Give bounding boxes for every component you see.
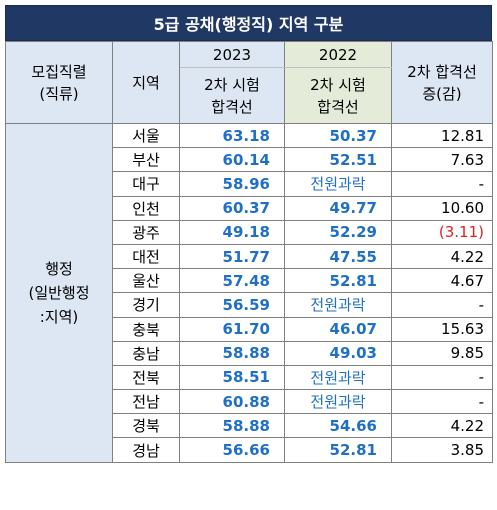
region-cell: 충북: [112, 316, 180, 342]
header-2022-sub: 2차 시험 합격선: [284, 67, 392, 124]
region-cell: 대구: [112, 171, 180, 197]
header-job-line1: 모집직렬: [31, 62, 87, 81]
score-2022: 49.77: [284, 195, 392, 221]
header-diff-line1: 2차 합격선: [407, 62, 477, 81]
score-2023: 56.66: [179, 437, 285, 463]
region-cell: 경남: [112, 437, 180, 463]
category-line2: (일반행정: [28, 283, 90, 302]
score-2023: 51.77: [179, 243, 285, 270]
score-diff: 9.85: [391, 340, 493, 366]
region-cell: 울산: [112, 268, 180, 294]
score-2022: 46.07: [284, 316, 392, 342]
score-2023: 57.48: [179, 268, 285, 294]
score-2023: 58.51: [179, 364, 285, 391]
region-cell: 대전: [112, 243, 180, 270]
score-diff: -: [391, 171, 493, 197]
score-2022: 49.03: [284, 340, 392, 366]
header-diff-line2: 증(감): [422, 84, 462, 103]
region-cell: 전남: [112, 389, 180, 415]
score-2022: 52.29: [284, 219, 392, 245]
score-2023: 60.88: [179, 389, 285, 415]
header-2023-sub-line1: 2차 시험: [204, 75, 260, 94]
category-cell: 행정 (일반행정 :지역): [5, 123, 113, 463]
score-diff: 15.63: [391, 316, 493, 342]
region-cell: 부산: [112, 147, 180, 173]
header-2022-sub-line1: 2차 시험: [310, 75, 366, 94]
score-diff: 4.67: [391, 268, 493, 294]
score-table-container: 5급 공채(행정직) 지역 구분 모집직렬 (직류) 지역 2023 2022 …: [5, 5, 493, 463]
region-cell: 충남: [112, 340, 180, 366]
score-diff: 7.63: [391, 147, 493, 173]
header-diff: 2차 합격선 증(감): [391, 41, 493, 124]
header-job-line2: (직류): [39, 84, 79, 103]
score-2023: 58.88: [179, 413, 285, 439]
region-cell: 전북: [112, 364, 180, 391]
score-2023: 60.37: [179, 195, 285, 221]
score-2023: 49.18: [179, 219, 285, 245]
score-2022: 전원과락: [284, 389, 392, 415]
score-diff: (3.11): [391, 219, 493, 245]
score-2022: 50.37: [284, 122, 392, 149]
region-cell: 인천: [112, 195, 180, 221]
header-job-category: 모집직렬 (직류): [5, 41, 113, 124]
score-2022: 52.81: [284, 268, 392, 294]
score-2022: 전원과락: [284, 171, 392, 197]
header-year-2023: 2023: [179, 41, 285, 68]
header-2022-sub-line2: 합격선: [317, 97, 359, 116]
table-title: 5급 공채(행정직) 지역 구분: [5, 5, 492, 41]
region-cell: 서울: [112, 122, 180, 149]
category-line3: :지역): [39, 307, 79, 326]
score-diff: 4.22: [391, 413, 493, 439]
header-2023-sub: 2차 시험 합격선: [179, 67, 285, 124]
score-2023: 61.70: [179, 316, 285, 342]
score-diff: -: [391, 389, 493, 415]
score-diff: -: [391, 292, 493, 318]
score-2023: 58.88: [179, 340, 285, 366]
score-2022: 54.66: [284, 413, 392, 439]
category-line1: 행정: [45, 259, 73, 278]
score-diff: 4.22: [391, 243, 493, 270]
header-year-2022: 2022: [284, 41, 392, 68]
score-2022: 전원과락: [284, 292, 392, 318]
score-table: 모집직렬 (직류) 지역 2023 2022 2차 합격선 증(감) 2차 시험…: [5, 41, 493, 463]
score-diff: 12.81: [391, 122, 493, 149]
score-2022: 52.51: [284, 147, 392, 173]
score-2023: 60.14: [179, 147, 285, 173]
score-2022: 52.81: [284, 437, 392, 463]
score-diff: 3.85: [391, 437, 493, 463]
header-region: 지역: [112, 41, 180, 124]
score-diff: 10.60: [391, 195, 493, 221]
region-cell: 광주: [112, 219, 180, 245]
score-2023: 56.59: [179, 292, 285, 318]
score-2023: 58.96: [179, 171, 285, 197]
region-cell: 경기: [112, 292, 180, 318]
score-2022: 47.55: [284, 243, 392, 270]
score-2023: 63.18: [179, 122, 285, 149]
region-cell: 경북: [112, 413, 180, 439]
header-2023-sub-line2: 합격선: [211, 97, 253, 116]
score-diff: -: [391, 364, 493, 391]
score-2022: 전원과락: [284, 364, 392, 391]
